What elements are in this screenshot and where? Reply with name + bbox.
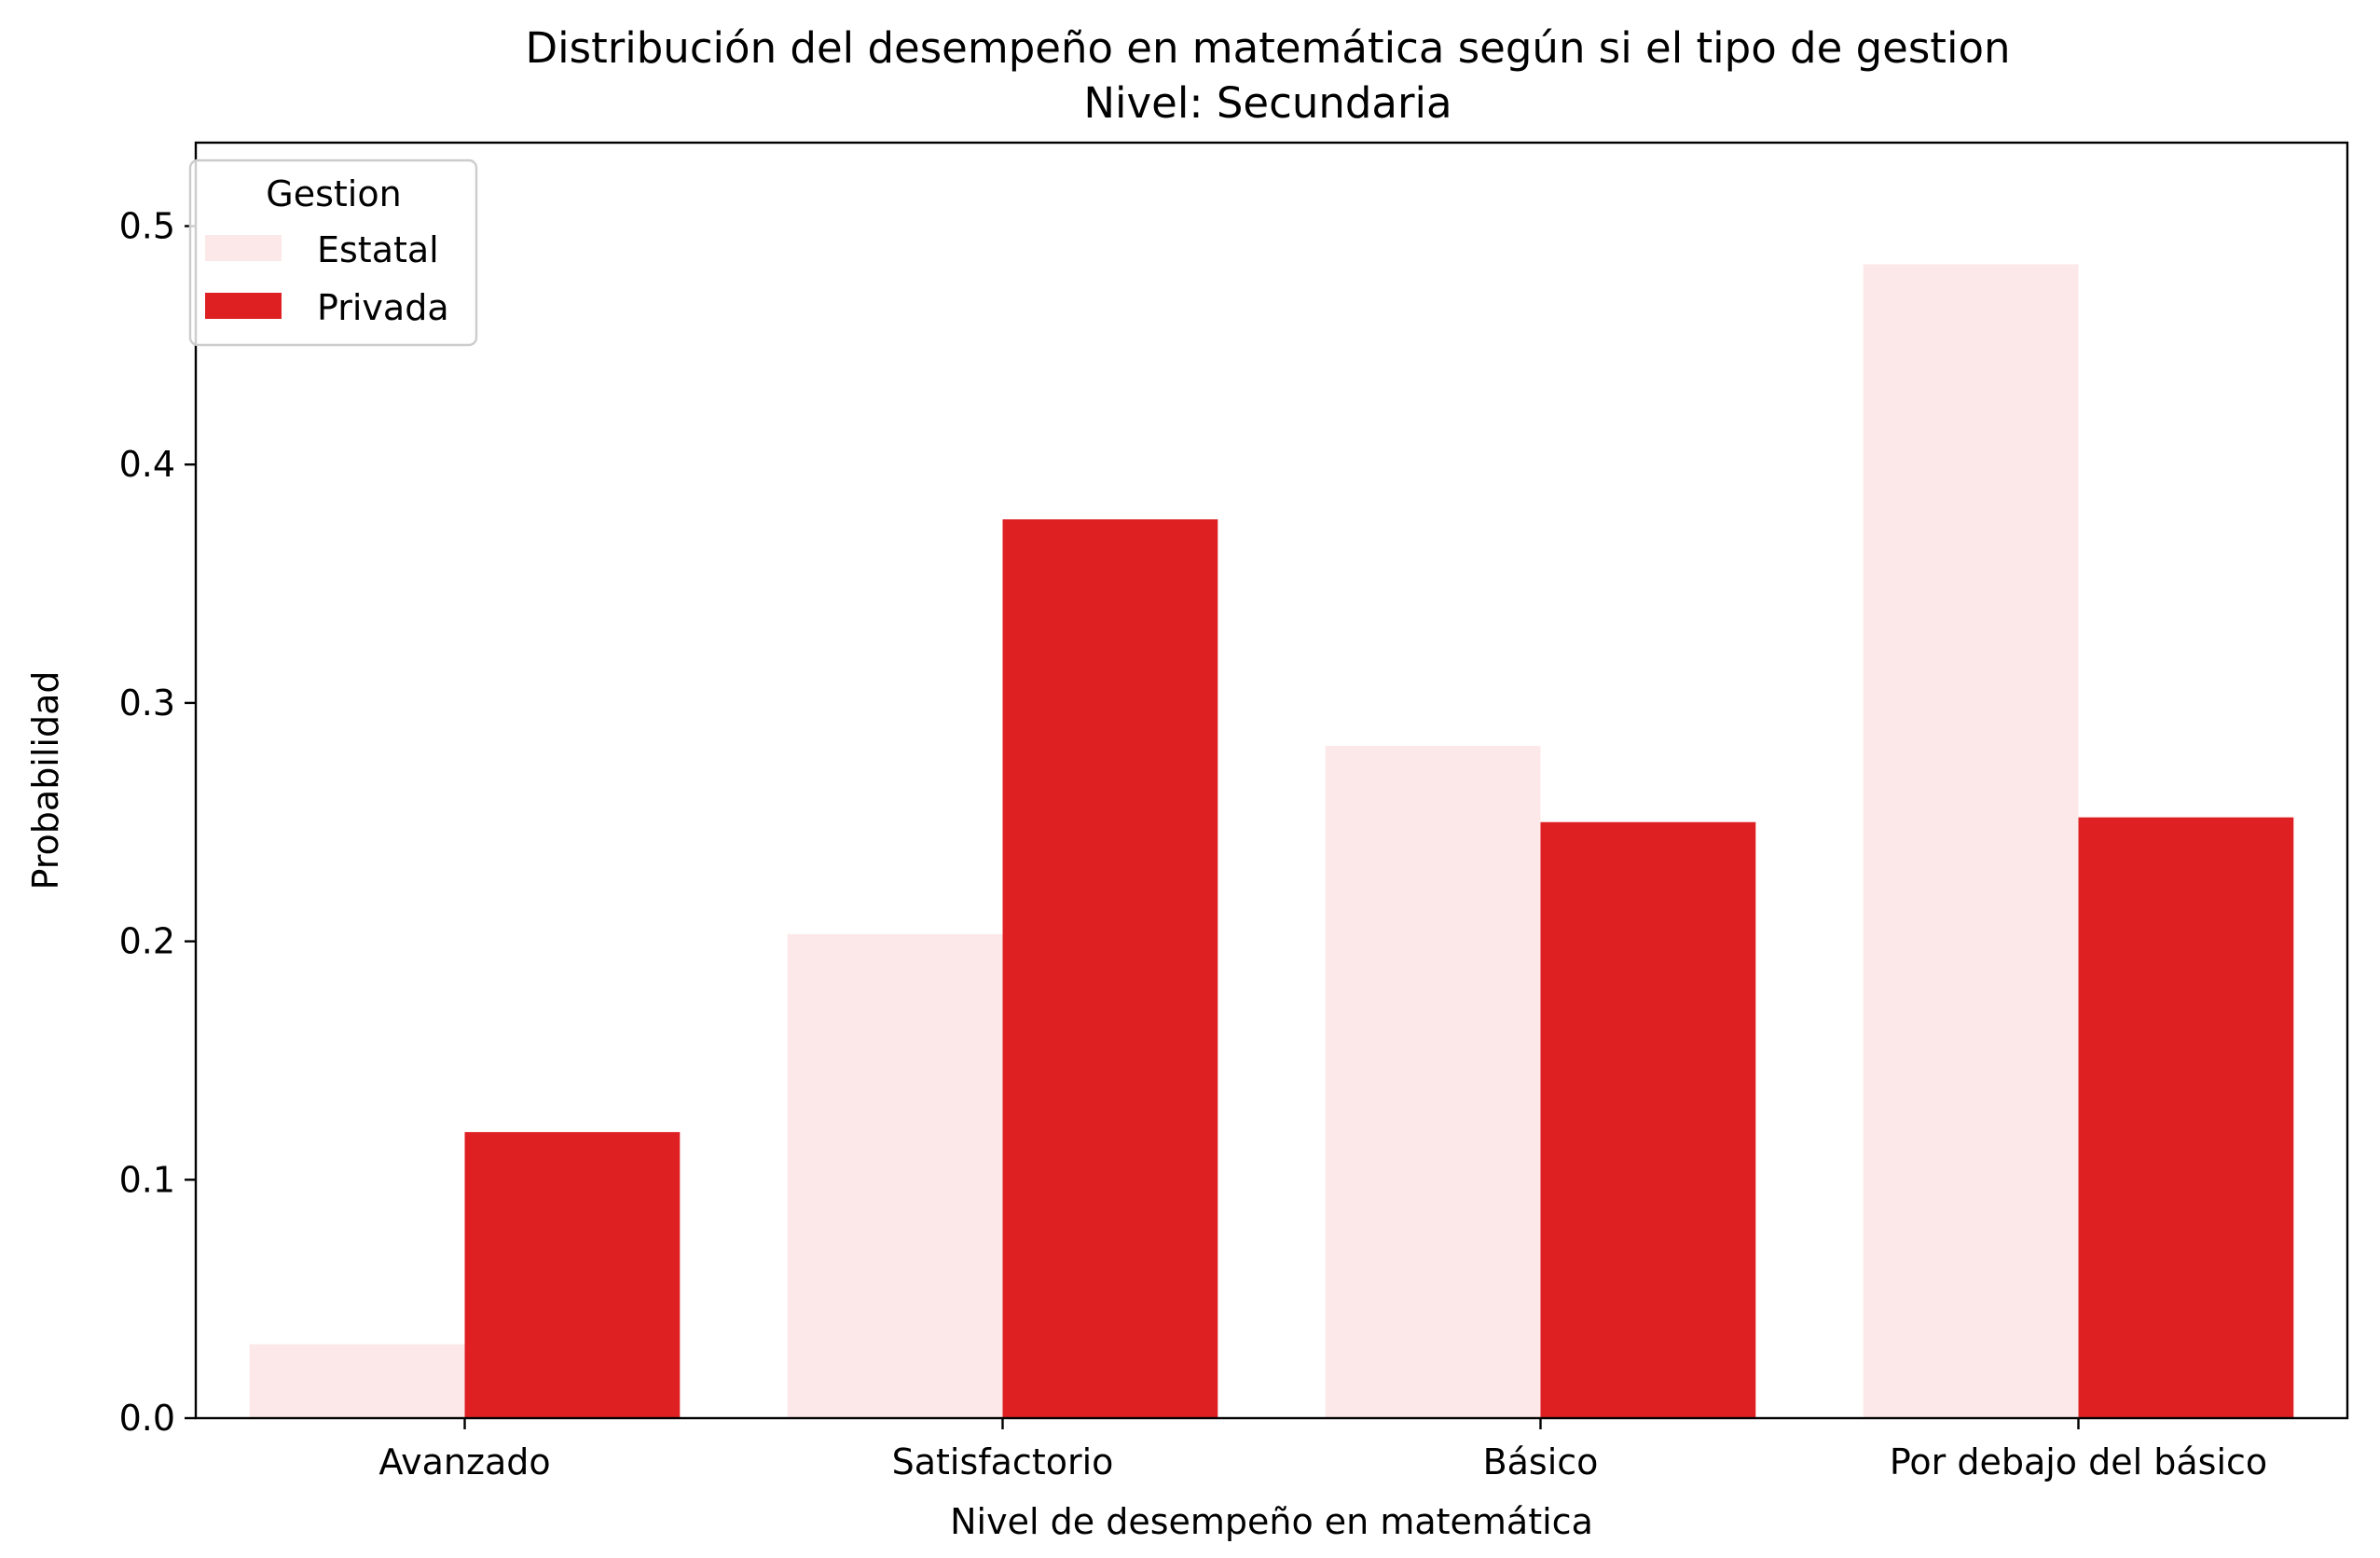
bar-privada-avanzado <box>464 1132 681 1418</box>
bar-privada-por-debajo-del-basico <box>2078 817 2294 1418</box>
x-tick-label-basico: Básico <box>1483 1441 1599 1482</box>
y-tick-label: 0.0 <box>119 1398 175 1439</box>
legend-label-privada: Privada <box>317 287 449 328</box>
x-axis-label: Nivel de desempeño en matemática <box>950 1501 1593 1542</box>
chart-title: Distribución del desempeño en matemática… <box>525 23 2010 73</box>
legend-title: Gestion <box>266 173 401 214</box>
bar-estatal-por-debajo-del-basico <box>1863 264 2079 1418</box>
x-tick-label-avanzado: Avanzado <box>378 1441 550 1482</box>
plot-frame <box>194 141 2349 1420</box>
bar-privada-basico <box>1540 821 1756 1418</box>
bar-estatal-satisfactorio <box>787 933 1003 1418</box>
y-tick-label: 0.1 <box>119 1159 175 1200</box>
y-tick-label: 0.4 <box>119 444 175 485</box>
legend-swatch-privada <box>205 293 282 319</box>
legend-label-estatal: Estatal <box>317 229 439 270</box>
chart-subtitle: Nivel: Secundaria <box>1083 78 1451 128</box>
y-axis: 0.0 0.1 0.2 0.3 0.4 0.5 <box>119 205 196 1439</box>
x-axis: Avanzado Satisfactorio Básico Por debajo de… <box>378 1418 2267 1482</box>
y-tick-label: 0.5 <box>119 205 175 246</box>
bar-privada-satisfactorio <box>1002 519 1218 1418</box>
x-tick-label-por-debajo-del-basico: Por debajo del básico <box>1890 1441 2267 1482</box>
bar-estatal-basico <box>1325 745 1541 1418</box>
bars-layer <box>249 264 2294 1418</box>
y-tick-label: 0.2 <box>119 921 175 962</box>
y-axis-label: Probabilidad <box>25 670 66 889</box>
y-tick-label: 0.3 <box>119 682 175 724</box>
bar-estatal-avanzado <box>249 1344 465 1418</box>
legend-swatch-estatal <box>205 235 282 261</box>
x-tick-label-satisfactorio: Satisfactorio <box>892 1441 1114 1482</box>
legend: Gestion Estatal Privada <box>188 159 478 347</box>
